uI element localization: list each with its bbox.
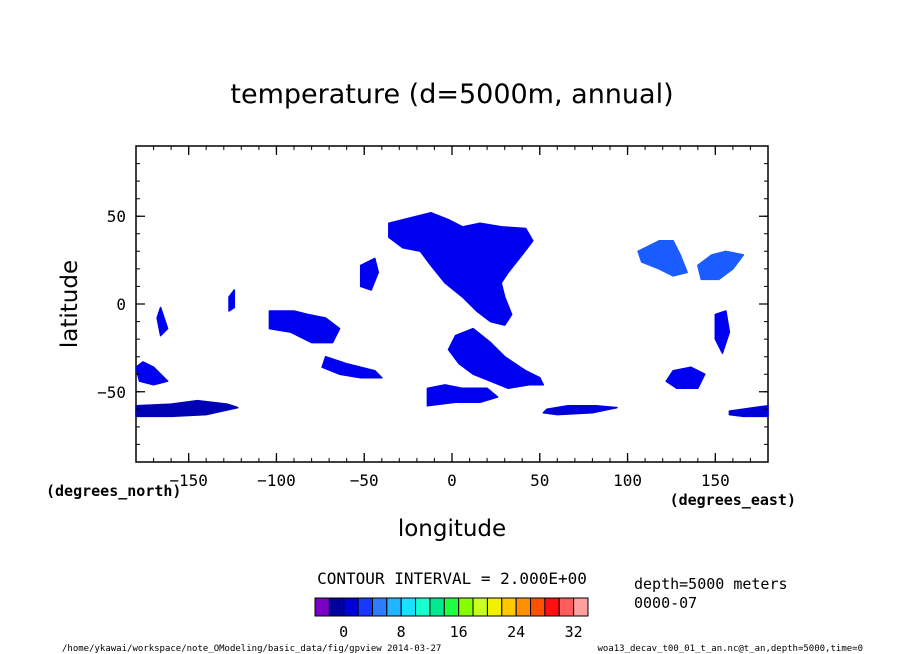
x-axis-ticks: −150 −100 −50 0 50 100 150 xyxy=(169,146,730,490)
colorbar-ticks: 0 8 16 24 32 xyxy=(339,623,582,641)
colorbar-swatch xyxy=(530,597,546,617)
region-chile-basin xyxy=(321,355,383,379)
region-south-atlantic-deep xyxy=(447,327,545,390)
colorbar-swatch xyxy=(458,597,474,617)
colorbar-swatch xyxy=(400,597,417,617)
contour-interval-label: CONTOUR INTERVAL = 2.000E+00 xyxy=(317,569,587,588)
region-north-pacific-west xyxy=(637,240,688,277)
chart-title: temperature (d=5000m, annual) xyxy=(230,79,673,110)
colorbar-swatch xyxy=(558,597,575,617)
colorbar-swatch xyxy=(357,597,373,617)
colorbar-swatch xyxy=(515,597,532,617)
region-gulf-of-mexico xyxy=(156,306,169,337)
colorbar-swatch xyxy=(314,597,330,617)
y-tick-label: 0 xyxy=(116,295,126,314)
time-label: 0000-07 xyxy=(634,594,697,612)
region-north-pacific-central xyxy=(697,250,745,281)
colorbar-swatch xyxy=(371,597,388,617)
colorbar-swatch xyxy=(429,597,445,617)
x-tick-label: −100 xyxy=(257,471,296,490)
region-southern-ocean-indian xyxy=(542,405,618,416)
region-east-pacific-rise xyxy=(268,310,341,344)
x-tick-label: 0 xyxy=(447,471,457,490)
x-tick-label: −50 xyxy=(350,471,379,490)
y-tick-label: −50 xyxy=(97,383,126,402)
colorbar-tick-label: 16 xyxy=(450,623,468,641)
colorbar xyxy=(314,597,589,617)
region-southern-ocean-australia xyxy=(728,405,769,418)
colorbar-swatch xyxy=(386,597,402,617)
colorbar-swatch xyxy=(573,597,589,617)
depth-label: depth=5000 meters xyxy=(634,575,788,593)
plot-frame xyxy=(135,145,769,463)
region-southern-ocean-pacific xyxy=(135,399,239,418)
data-regions xyxy=(135,211,769,418)
region-tasman-basin xyxy=(665,366,706,390)
footer-file: woa13_decav_t00_01_t_an.nc@t_an,depth=50… xyxy=(597,644,863,654)
region-north-atlantic-deep xyxy=(388,211,534,326)
colorbar-tick-label: 24 xyxy=(507,623,525,641)
x-axis-label: longitude xyxy=(398,516,506,542)
x-tick-label: 50 xyxy=(530,471,549,490)
region-caribbean-basin xyxy=(359,257,380,291)
region-south-pacific-east xyxy=(135,361,169,386)
region-north-pacific-east xyxy=(228,289,236,312)
x-tick-label: 150 xyxy=(701,471,730,490)
colorbar-swatch xyxy=(415,597,431,617)
region-indian-ocean-west xyxy=(714,310,731,354)
colorbar-swatch xyxy=(544,597,560,617)
region-argentine-basin xyxy=(426,384,499,407)
colorbar-swatch xyxy=(343,597,359,617)
colorbar-swatch xyxy=(443,597,460,617)
x-tick-label: 100 xyxy=(613,471,642,490)
y-tick-label: 50 xyxy=(107,207,126,226)
colorbar-swatch xyxy=(501,597,517,617)
colorbar-swatch xyxy=(472,597,488,617)
x-axis-units: (degrees_east) xyxy=(670,491,796,509)
footer-path: /home/ykawai/workspace/note_OModeling/ba… xyxy=(62,644,441,654)
x-tick-label: −150 xyxy=(169,471,208,490)
colorbar-tick-label: 0 xyxy=(339,623,348,641)
y-axis-label: latitude xyxy=(57,260,83,348)
y-axis-ticks: −50 0 50 xyxy=(97,207,768,402)
plot-area: −150 −100 −50 0 50 100 150 −50 0 50 xyxy=(97,145,769,490)
colorbar-tick-label: 32 xyxy=(565,623,583,641)
colorbar-swatch xyxy=(328,597,345,617)
y-axis-units: (degrees_north) xyxy=(46,482,181,500)
colorbar-swatch xyxy=(486,597,503,617)
colorbar-tick-label: 8 xyxy=(397,623,406,641)
